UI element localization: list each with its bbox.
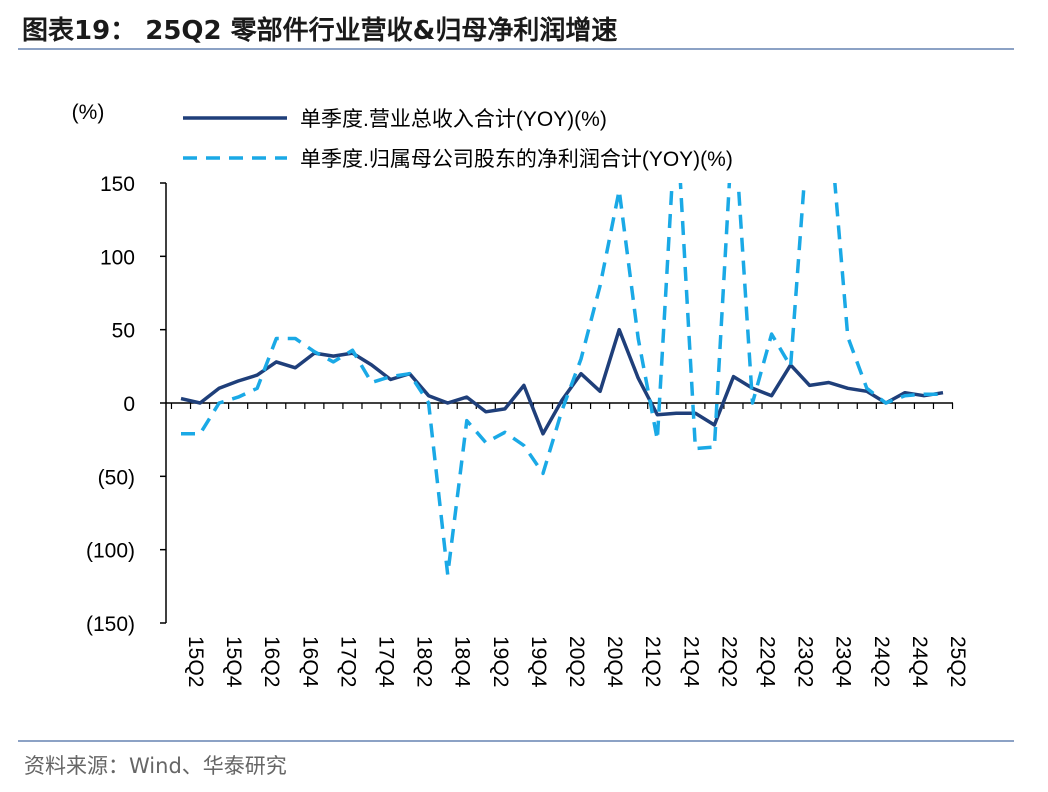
x-tick-label: 17Q2	[336, 636, 359, 687]
x-tick-label: 25Q2	[946, 636, 969, 687]
y-tick-label: (50)	[98, 466, 135, 489]
x-tick-label: 17Q4	[375, 636, 398, 688]
x-tick-label: 24Q4	[908, 636, 931, 688]
x-tick-label: 23Q2	[794, 636, 817, 687]
figure-title: 图表19： 25Q2 零部件行业营收&归母净利润增速	[22, 16, 618, 46]
x-tick-label: 21Q2	[641, 636, 664, 687]
bottom-divider	[18, 740, 1014, 742]
x-tick-label: 16Q2	[260, 636, 283, 687]
series-line-revenue-yoy	[180, 327, 944, 436]
y-tick-label: 100	[100, 246, 135, 269]
y-axis-unit-label: (%)	[72, 101, 105, 124]
x-tick-label: 21Q4	[679, 636, 702, 688]
legend-label-net-profit: 单季度.归属母公司股东的净利润合计(YOY)(%)	[300, 148, 733, 171]
x-tick-label: 15Q2	[184, 636, 207, 687]
y-tick-label: 150	[100, 173, 135, 196]
y-tick-label: 0	[123, 393, 135, 416]
y-tick-label: (150)	[86, 613, 135, 636]
x-tick-label: 20Q4	[603, 636, 626, 688]
x-tick-label: 22Q2	[717, 636, 740, 687]
x-tick-label: 19Q4	[527, 636, 550, 688]
y-tick-label: 50	[112, 320, 135, 343]
x-tick-label: 20Q2	[565, 636, 588, 687]
x-tick-label: 18Q2	[413, 636, 436, 687]
x-tick-label: 16Q4	[298, 636, 321, 688]
y-tick-label: (100)	[86, 540, 135, 563]
x-tick-label: 22Q4	[756, 636, 779, 688]
x-tick-label: 19Q2	[489, 636, 512, 687]
source-note: 资料来源：Wind、华泰研究	[24, 754, 287, 778]
legend-label-revenue: 单季度.营业总收入合计(YOY)(%)	[300, 108, 607, 131]
series-line-net-profit-yoy	[181, 183, 943, 577]
x-tick-label: 15Q4	[222, 636, 245, 688]
top-divider	[18, 48, 1014, 50]
x-tick-label: 18Q4	[451, 636, 474, 688]
x-tick-label: 23Q4	[832, 636, 855, 688]
legend: 单季度.营业总收入合计(YOY)(%) 单季度.归属母公司股东的净利润合计(YO…	[183, 108, 733, 171]
x-tick-label: 24Q2	[870, 636, 893, 687]
